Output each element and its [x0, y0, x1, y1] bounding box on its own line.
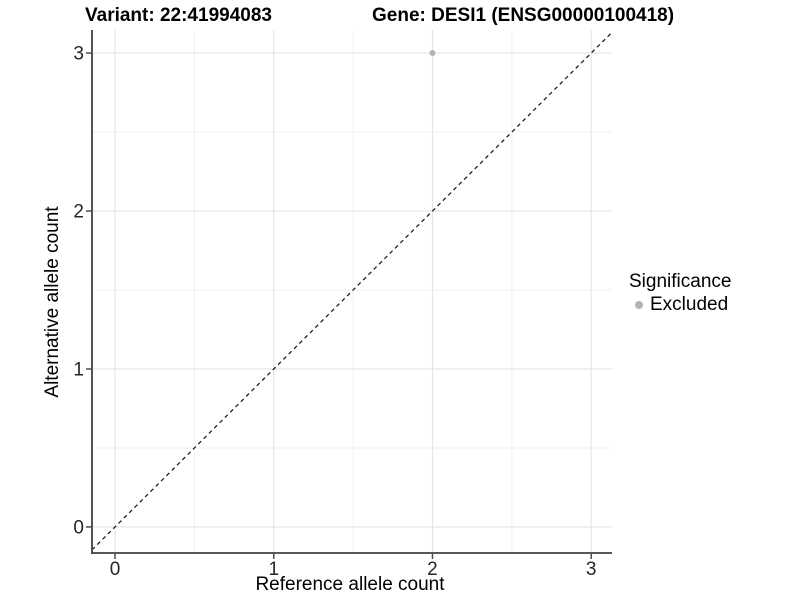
legend: Significance Excluded: [629, 271, 731, 315]
x-tick-label: 0: [110, 559, 121, 580]
legend-item-label: Excluded: [650, 294, 729, 315]
identity-line: [91, 31, 613, 551]
excluded-marker-icon: [635, 300, 643, 309]
x-tick-label: 3: [586, 559, 597, 580]
x-tick-label: 1: [268, 559, 279, 580]
legend-title: Significance: [629, 271, 732, 292]
legend-item-excluded: Excluded: [629, 294, 731, 315]
y-tick-label: 3: [73, 44, 84, 65]
y-axis-title: Alternative allele count: [42, 206, 63, 398]
x-axis-title: Reference allele count: [255, 574, 445, 595]
y-tick-label: 0: [73, 517, 84, 538]
y-tick-label: 2: [73, 202, 84, 223]
data-point-excluded: [429, 50, 436, 57]
gene-title: Gene: DESI1 (ENSG00000100418): [372, 5, 675, 26]
x-tick-label: 2: [427, 559, 438, 580]
y-tick-label: 1: [73, 359, 84, 380]
variant-title: Variant: 22:41994083: [85, 5, 272, 26]
